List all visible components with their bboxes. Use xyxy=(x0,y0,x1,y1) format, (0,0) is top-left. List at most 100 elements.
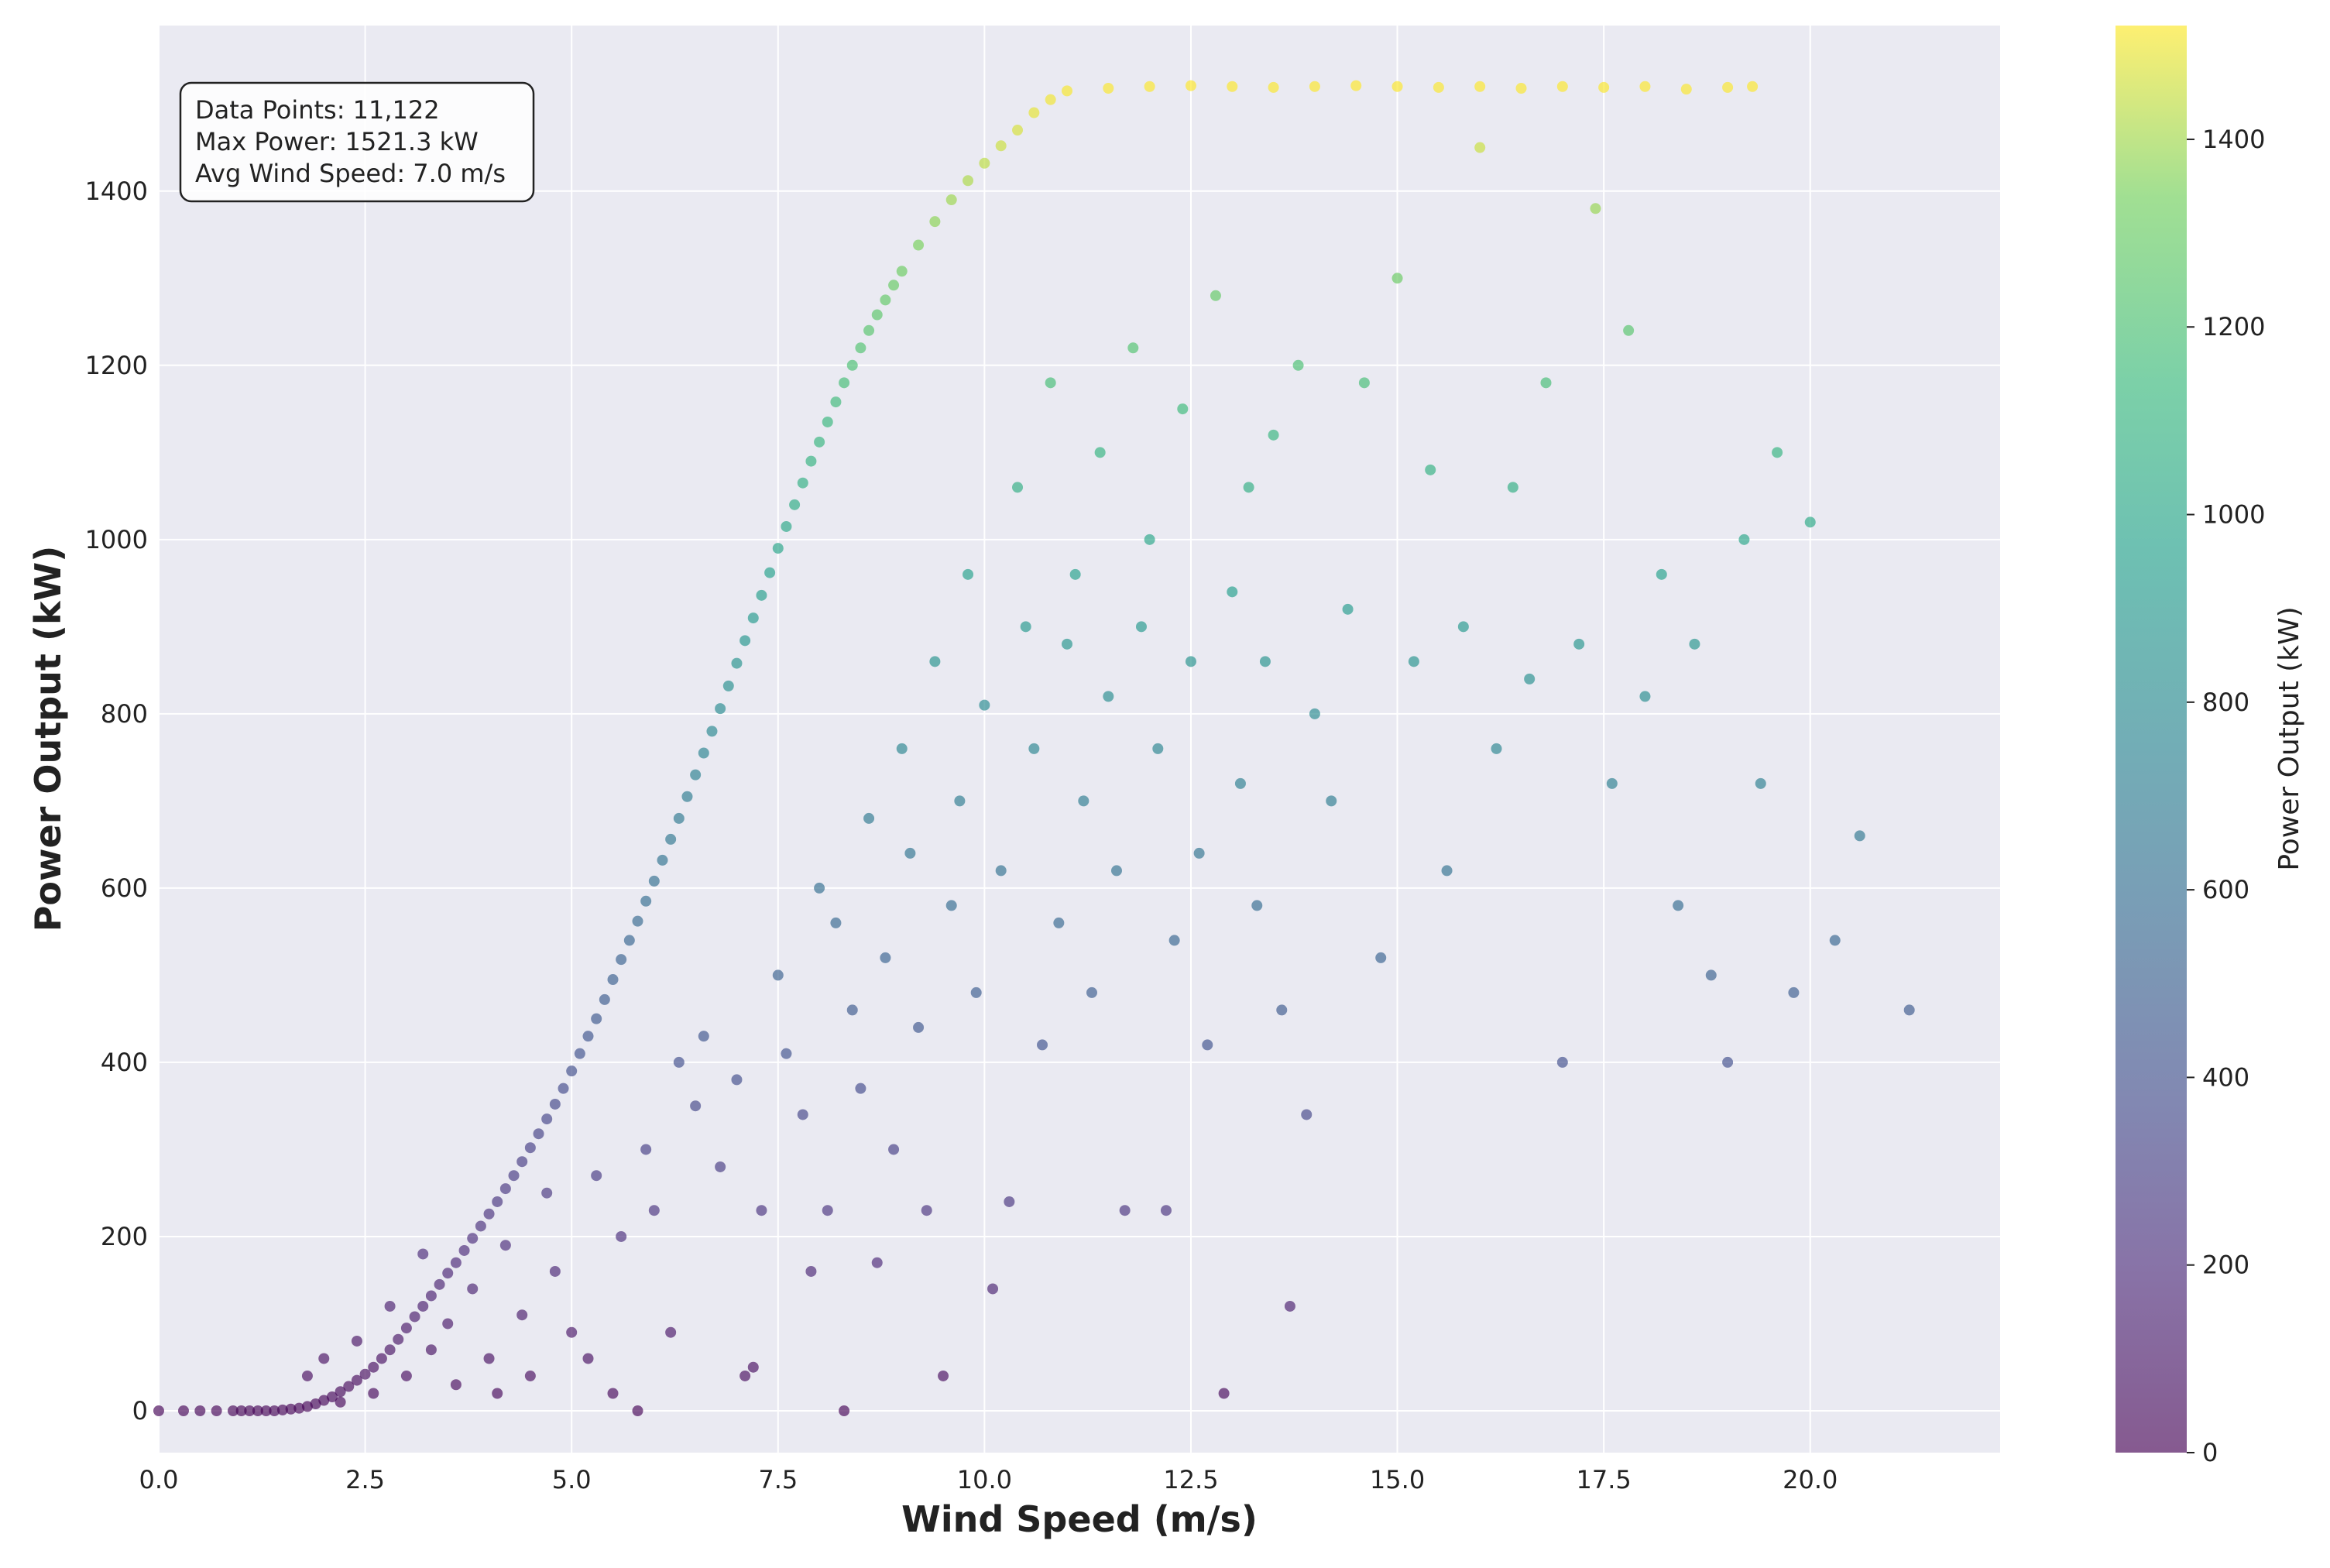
data-point xyxy=(1259,656,1271,667)
data-point xyxy=(715,703,726,715)
colorbar-tick-label: 1200 xyxy=(2202,312,2265,341)
data-point xyxy=(781,520,792,532)
data-point xyxy=(1903,1004,1915,1016)
data-point xyxy=(467,1233,479,1244)
data-point xyxy=(1276,1004,1288,1016)
data-point xyxy=(1425,464,1436,475)
data-point xyxy=(211,1405,222,1416)
data-point xyxy=(846,1004,858,1016)
data-point xyxy=(781,1048,792,1059)
data-point xyxy=(252,1405,263,1416)
data-point xyxy=(425,1344,437,1356)
data-point xyxy=(1094,447,1106,458)
data-point xyxy=(558,1083,569,1094)
data-point xyxy=(1639,81,1651,92)
stats-max-power: Max Power: 1521.3 kW xyxy=(195,127,479,156)
data-point xyxy=(772,543,784,554)
data-point xyxy=(657,854,668,866)
data-point xyxy=(1020,621,1031,633)
data-point xyxy=(434,1278,445,1290)
data-point xyxy=(1185,80,1196,91)
data-point xyxy=(1144,81,1155,92)
data-point xyxy=(648,1205,660,1216)
data-point xyxy=(616,1230,627,1242)
colorbar xyxy=(2116,26,2187,1453)
data-point xyxy=(1168,935,1180,946)
data-point xyxy=(871,1257,883,1268)
data-point xyxy=(1103,691,1114,702)
data-point xyxy=(963,568,974,580)
data-point xyxy=(384,1300,396,1312)
data-point xyxy=(177,1405,189,1416)
x-tick-label: 17.5 xyxy=(1577,1465,1632,1494)
data-point xyxy=(409,1311,420,1323)
data-point xyxy=(1457,621,1469,633)
data-point xyxy=(896,743,908,754)
y-tick-label: 200 xyxy=(101,1222,148,1251)
data-point xyxy=(301,1401,313,1412)
data-point xyxy=(235,1405,247,1416)
data-point xyxy=(524,1370,536,1381)
data-point xyxy=(731,1074,743,1086)
data-point xyxy=(1062,638,1073,650)
data-point xyxy=(995,140,1007,152)
data-point xyxy=(450,1379,462,1391)
data-point xyxy=(393,1333,404,1345)
colorbar-ticks: 0 200 400 600 800 1000 1200 1400 xyxy=(2187,125,2265,1467)
data-point xyxy=(1045,94,1056,105)
data-point xyxy=(244,1405,256,1416)
data-point xyxy=(888,1144,900,1155)
data-point xyxy=(1268,429,1279,441)
data-point xyxy=(632,1405,643,1416)
data-point xyxy=(1358,377,1370,389)
data-point xyxy=(293,1402,305,1414)
data-point xyxy=(673,1056,685,1068)
data-point xyxy=(1680,84,1692,95)
data-point xyxy=(1829,935,1841,946)
data-point xyxy=(516,1156,528,1168)
data-point xyxy=(1788,986,1800,998)
data-point xyxy=(276,1404,288,1415)
data-point xyxy=(1012,125,1024,136)
stats-avg-wind-speed: Avg Wind Speed: 7.0 m/s xyxy=(195,159,506,188)
y-tick-label: 800 xyxy=(101,699,148,729)
data-point xyxy=(1037,1039,1048,1051)
data-point xyxy=(1103,83,1114,94)
data-point xyxy=(648,875,660,887)
x-tick-label: 7.5 xyxy=(758,1465,798,1494)
data-point xyxy=(1309,81,1320,92)
colorbar-tick-label: 600 xyxy=(2202,875,2249,904)
data-point xyxy=(1540,377,1552,389)
data-point xyxy=(987,1283,999,1295)
data-point xyxy=(1747,81,1759,92)
data-point xyxy=(747,612,759,624)
data-point xyxy=(722,680,734,691)
data-point xyxy=(1004,1196,1015,1207)
data-point xyxy=(541,1187,553,1199)
data-point xyxy=(549,1265,561,1277)
data-point xyxy=(318,1353,330,1364)
colorbar-tick-label: 0 xyxy=(2202,1438,2218,1467)
data-point xyxy=(1251,900,1263,911)
data-point xyxy=(310,1398,321,1409)
data-point xyxy=(269,1405,280,1416)
grid-lines xyxy=(158,26,2000,1453)
data-point xyxy=(1012,482,1024,493)
data-point xyxy=(335,1386,346,1398)
data-point xyxy=(863,812,875,824)
data-point xyxy=(797,1109,808,1120)
data-point xyxy=(1804,516,1816,528)
data-point xyxy=(1309,708,1320,719)
data-point xyxy=(326,1391,338,1402)
data-point xyxy=(1590,203,1601,214)
data-point xyxy=(1144,534,1155,545)
data-point xyxy=(706,726,718,737)
data-point xyxy=(673,812,685,824)
data-point xyxy=(1738,534,1750,545)
colorbar-title: Power Output (kW) xyxy=(2273,606,2305,870)
data-point xyxy=(1474,81,1486,92)
x-tick-label: 2.5 xyxy=(345,1465,385,1494)
data-point xyxy=(1292,359,1304,371)
data-point xyxy=(1598,81,1610,93)
